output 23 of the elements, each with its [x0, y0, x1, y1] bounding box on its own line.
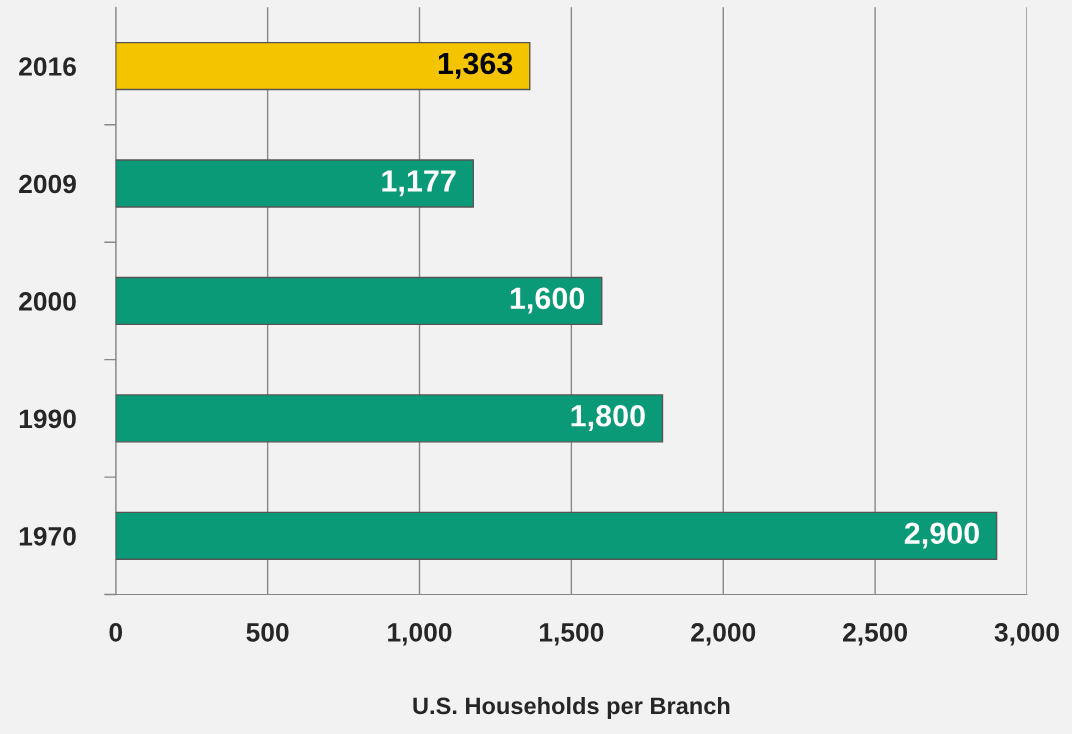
data-label: 1,800 [571, 404, 645, 432]
bar [115, 41, 531, 91]
data-label: 1,600 [510, 287, 585, 314]
x-tick-label: 2,000 [691, 623, 756, 646]
y-tick-label: 2016 [19, 57, 76, 76]
data-label: 1,363 [438, 52, 513, 79]
data-label: 1,177 [382, 170, 456, 197]
x-tick-label: 1,500 [540, 623, 604, 646]
x-tick-label: 1,000 [388, 623, 452, 646]
bar [115, 276, 603, 326]
y-tick-label: 2009 [19, 174, 76, 194]
data-label: 2,900 [904, 522, 979, 549]
y-tick-label: 2000 [19, 292, 76, 311]
y-tick-label: 1990 [19, 409, 76, 429]
bar [115, 394, 664, 443]
x-tick-label: 0 [109, 623, 123, 642]
x-tick-label: 3,000 [994, 623, 1059, 646]
x-axis-title: U.S. Households per Branch [413, 696, 730, 719]
x-tick-label: 2,500 [843, 623, 908, 646]
x-tick-label: 500 [246, 623, 289, 642]
y-tick-label: 1970 [19, 526, 76, 546]
bar [115, 511, 998, 561]
bar [115, 159, 474, 208]
